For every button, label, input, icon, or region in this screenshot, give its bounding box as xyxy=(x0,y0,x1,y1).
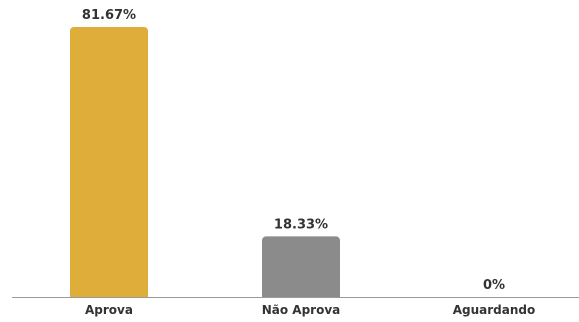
data-label-nao-aprova: 18.33% xyxy=(274,217,328,232)
tick-label-nao-aprova: Não Aprova xyxy=(262,303,341,317)
bar-aprova xyxy=(70,27,148,301)
data-label-aprova: 81.67% xyxy=(82,8,136,23)
data-label-aguardando: 0% xyxy=(483,278,505,293)
tick-label-aprova: Aprova xyxy=(85,303,133,317)
tick-label-aguardando: Aguardando xyxy=(453,303,536,317)
category-ticks-group: Aprova Não Aprova Aguardando xyxy=(85,303,535,317)
baseline-mask xyxy=(0,297,579,303)
data-labels-group: 81.67% 18.33% 0% xyxy=(82,8,505,293)
bar-nao-aprova xyxy=(262,236,340,301)
bars-group xyxy=(0,27,579,303)
